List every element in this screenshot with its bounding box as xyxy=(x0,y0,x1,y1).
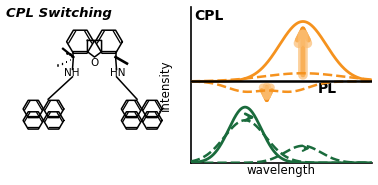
Text: CPL Switching: CPL Switching xyxy=(6,7,112,20)
Text: NH: NH xyxy=(64,68,79,78)
Text: O: O xyxy=(90,58,99,68)
Text: CPL: CPL xyxy=(195,9,224,23)
Text: intensity: intensity xyxy=(159,59,172,111)
Text: HN: HN xyxy=(110,68,125,78)
X-axis label: wavelength: wavelength xyxy=(247,164,316,177)
Text: PL: PL xyxy=(318,82,336,96)
